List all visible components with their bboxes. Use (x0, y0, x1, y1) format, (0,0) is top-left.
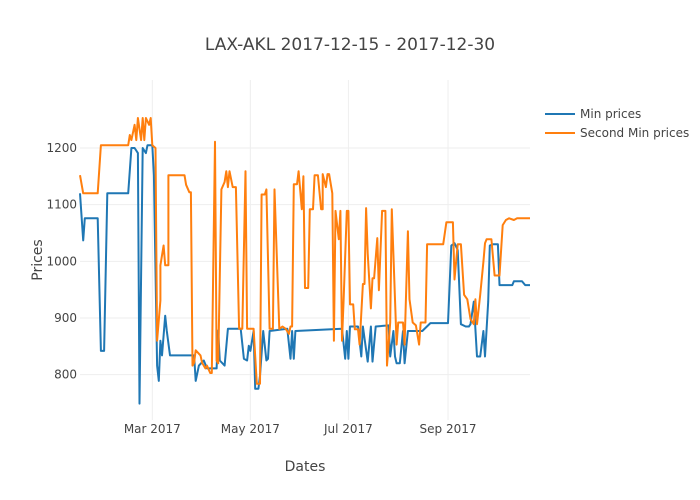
y-tick-label: 800 (54, 368, 77, 382)
x-tick-label: Jul 2017 (323, 422, 373, 436)
y-tick-label: 1100 (46, 198, 77, 212)
x-tick-label: May 2017 (221, 422, 280, 436)
y-axis-ticks: 800 900 1000 1100 1200 (46, 141, 77, 382)
legend-item[interactable]: Min prices (545, 107, 641, 121)
y-axis-title: Prices (30, 239, 46, 280)
x-axis-title: Dates (285, 459, 326, 475)
y-tick-label: 900 (54, 311, 77, 325)
series-line-min-prices[interactable] (79, 144, 530, 405)
plot-area[interactable] (79, 117, 530, 405)
legend-label: Min prices (580, 107, 641, 121)
x-tick-label: Mar 2017 (124, 422, 181, 436)
legend-label: Second Min prices (580, 126, 689, 140)
y-tick-label: 1200 (46, 141, 77, 155)
x-tick-label: Sep 2017 (420, 422, 477, 436)
series-line-second-min-prices[interactable] (79, 117, 530, 385)
x-axis-ticks: Mar 2017 May 2017 Jul 2017 Sep 2017 (124, 422, 477, 436)
legend[interactable]: Min prices Second Min prices (545, 107, 689, 140)
y-tick-label: 1000 (46, 254, 77, 268)
chart-title: LAX-AKL 2017-12-15 - 2017-12-30 (205, 35, 495, 55)
legend-item[interactable]: Second Min prices (545, 126, 689, 140)
